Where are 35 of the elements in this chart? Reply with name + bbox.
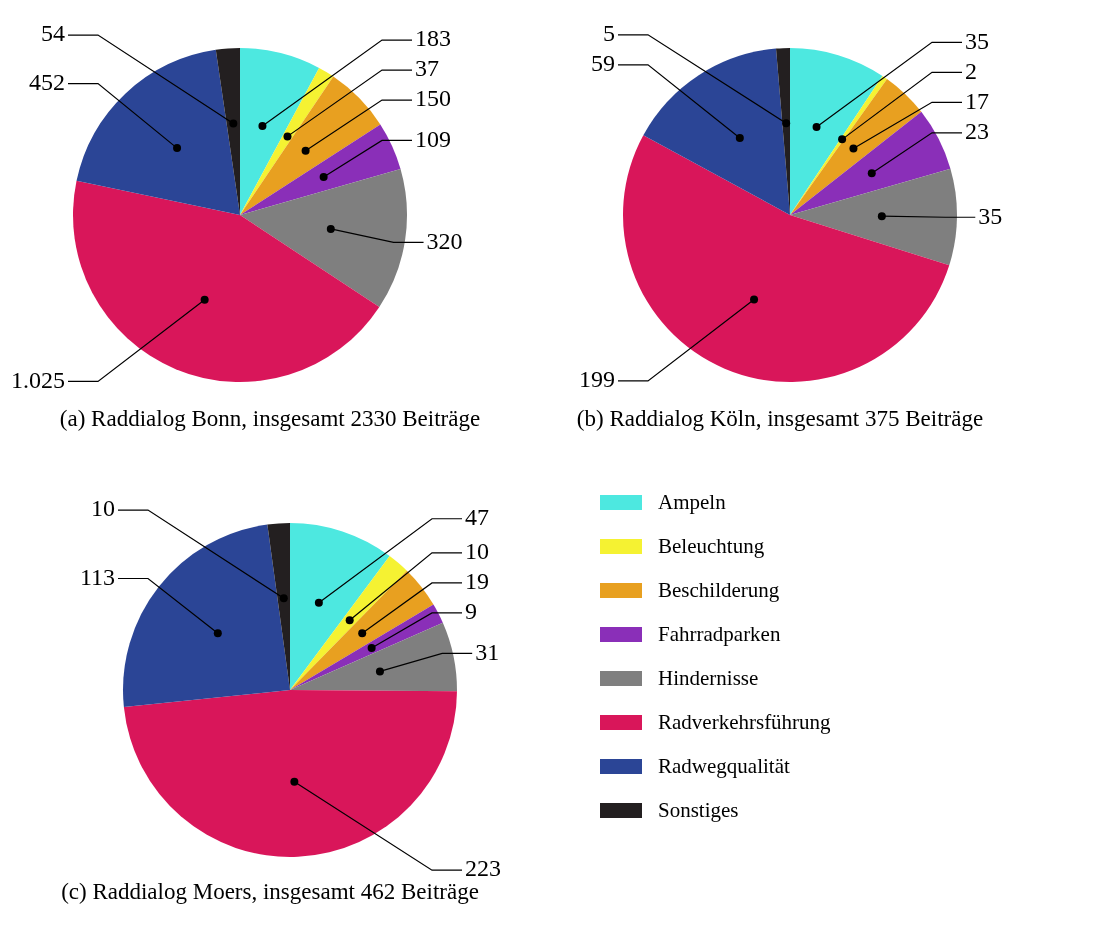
legend-label: Beschilderung bbox=[657, 576, 781, 604]
data-label: 47 bbox=[465, 504, 489, 531]
data-label: 37 bbox=[415, 55, 439, 82]
data-label: 35 bbox=[978, 202, 1003, 229]
data-label: 10 bbox=[91, 495, 115, 522]
data-label: 199 bbox=[579, 366, 615, 393]
data-label: 54 bbox=[41, 20, 65, 47]
data-label: 150 bbox=[415, 85, 451, 112]
data-label: 320 bbox=[426, 227, 463, 254]
data-label: 31 bbox=[475, 638, 500, 665]
legend-label: Sonstiges bbox=[657, 796, 740, 824]
legend-label: Beleuchtung bbox=[657, 532, 766, 560]
text: (b) Raddialog Köln, insgesamt 375 Beiträge bbox=[575, 406, 985, 432]
legend-label: Fahrradparken bbox=[657, 620, 782, 648]
data-label: 23 bbox=[965, 118, 989, 145]
data-label: 109 bbox=[415, 125, 451, 152]
legend-label: Radwegqualität bbox=[657, 752, 791, 780]
data-label: 9 bbox=[465, 598, 477, 625]
data-label: 19 bbox=[465, 568, 489, 595]
data-label: 35 bbox=[965, 27, 989, 54]
legend-label: Hindernisse bbox=[657, 664, 760, 692]
text: (c) Raddialog Moers, insgesamt 462 Beiträge bbox=[60, 879, 480, 905]
data-label: 183 bbox=[415, 25, 451, 52]
text: (a) Raddialog Bonn, insgesamt 2330 Beiträge bbox=[58, 406, 482, 432]
data-label: 5 bbox=[603, 20, 615, 47]
legend-label: Radverkehrsführung bbox=[657, 708, 831, 736]
data-label: 452 bbox=[29, 68, 65, 95]
data-label: 2 bbox=[965, 57, 977, 84]
data-label: 113 bbox=[79, 563, 115, 590]
data-label: 59 bbox=[591, 50, 615, 77]
data-label: 10 bbox=[465, 538, 489, 565]
data-label: 17 bbox=[965, 87, 989, 114]
legend-label: Ampeln bbox=[657, 488, 727, 516]
data-label: 1.025 bbox=[11, 366, 65, 393]
data-label: 223 bbox=[465, 855, 501, 882]
